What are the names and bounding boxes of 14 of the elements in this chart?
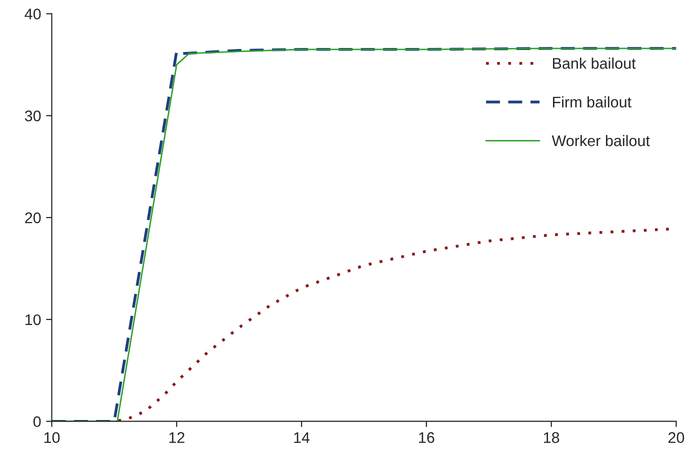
y-tick-label: 40	[24, 8, 41, 20]
legend-label: Firm bailout	[552, 96, 632, 108]
y-tick-label: 0	[33, 416, 41, 428]
legend-label: Bank bailout	[552, 58, 636, 69]
legend-label: Worker bailout	[552, 134, 650, 146]
x-tick-label: 14	[294, 432, 310, 443]
x-tick-label: 16	[419, 432, 434, 443]
x-tick-label: 10	[44, 432, 60, 443]
x-tick-label: 12	[169, 432, 184, 443]
x-tick-label: 20	[668, 432, 684, 443]
y-tick-label: 20	[25, 212, 41, 224]
y-tick-label: 10	[26, 314, 41, 326]
x-tick-label: 18	[544, 432, 560, 443]
y-tick-label: 30	[24, 110, 41, 122]
